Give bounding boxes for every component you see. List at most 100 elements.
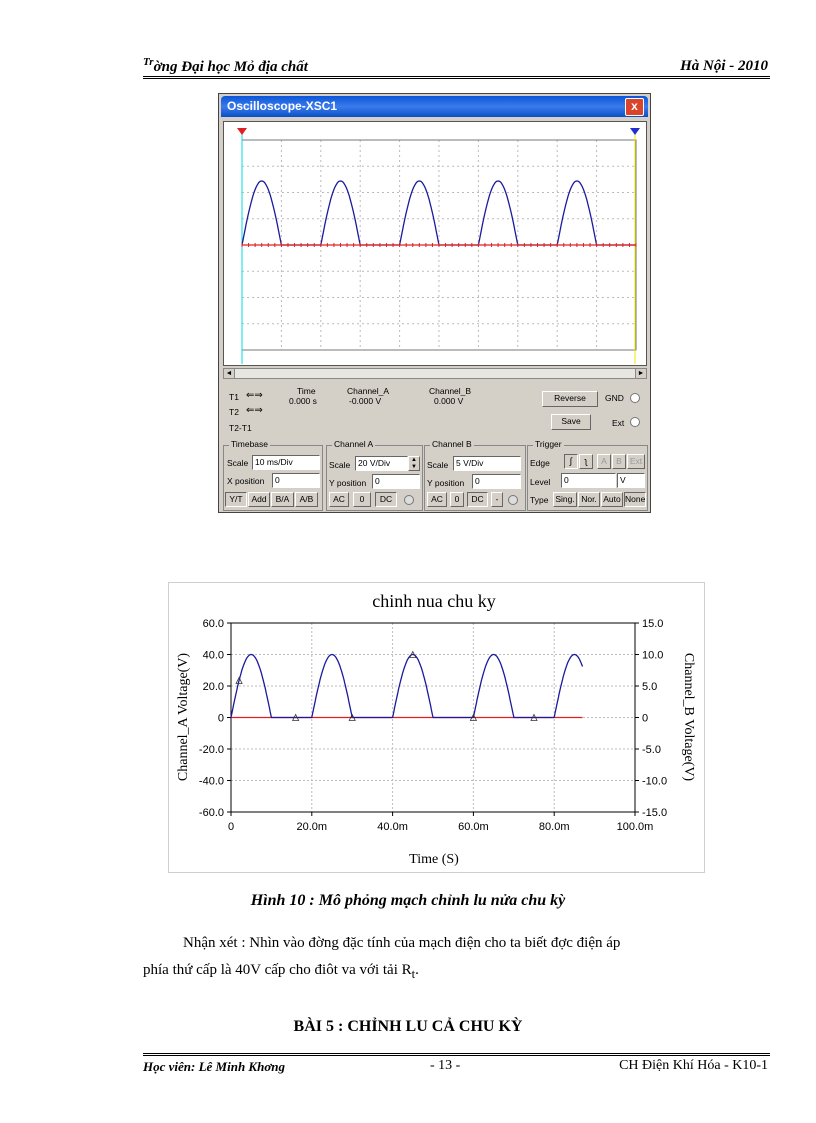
chart-y-tick-label: 0 [218,713,224,725]
yt-button[interactable]: Y/T [225,492,247,507]
readout-header-channel-b: Channel_B [429,386,472,396]
readout-panel: Time Channel_A Channel_B 0.000 s -0.000 … [269,384,537,436]
channel-a-radio[interactable] [404,495,414,505]
reverse-button[interactable]: Reverse [542,391,598,407]
ba-button[interactable]: B/A [271,492,294,507]
x-position-field[interactable]: 0 [272,473,320,488]
oscilloscope-scrollbar[interactable]: ◄ ► [223,368,647,379]
readout-time-value: 0.000 s [289,396,317,406]
auto-button[interactable]: Auto [601,492,623,507]
timebase-scale-field[interactable]: 10 ms/Div [252,455,320,470]
channel-a-ac-button[interactable]: AC [329,492,349,507]
channel-a-scale-label: Scale [329,460,351,470]
section-heading: BÀI 5 : CHỈNH LU CẢ CHU KỲ [293,1018,523,1035]
channel-a-title: Channel A [332,439,376,449]
trigger-title: Trigger [533,439,564,449]
channel-a-spinner-icon[interactable]: ▲ ▼ [408,456,420,471]
channel-b-group [424,445,526,511]
osc-channel-a-trace [241,180,636,246]
rising-edge-icon[interactable]: ∫ [564,454,578,469]
channel-a-ypos-field[interactable]: 0 [372,474,420,489]
cursor-t1-marker-icon [237,128,247,135]
chart-y2-tick-label: 15.0 [642,618,663,630]
t2-label: T2 [229,407,239,417]
chart-x-tick-label: 80.0m [539,821,570,833]
oscilloscope-screen [223,121,647,366]
channel-a-ypos-label: Y position [329,478,367,488]
chart-y2-tick-label: -10.0 [642,776,667,788]
t1-arrows-icon[interactable]: ⇐⇒ [246,390,263,401]
save-button[interactable]: Save [551,414,591,430]
none-button[interactable]: None [624,492,646,507]
x-position-label: X position [227,476,265,486]
chart-x-tick-label: 60.0m [458,821,489,833]
channel-b-zero-button[interactable]: 0 [450,492,464,507]
chart-x-tick-label: 40.0m [377,821,408,833]
paragraph-subscript: t [411,967,416,981]
footer-page-number: - 13 - [430,1058,461,1073]
channel-b-ypos-field[interactable]: 0 [472,474,521,489]
add-button[interactable]: Add [248,492,270,507]
channel-b-minus-button[interactable]: - [491,492,503,507]
timebase-title: Timebase [229,439,271,449]
channel-b-radio[interactable] [508,495,518,505]
ab-button[interactable]: A/B [295,492,318,507]
channel-b-title: Channel B [430,439,474,449]
chart-y2-tick-label: -5.0 [642,744,661,756]
trigger-b-button[interactable]: B [612,454,626,469]
chart-x-tick-label: 20.0m [297,821,328,833]
chart-x-tick-label: 100.0m [617,821,654,833]
footer-rule [143,1053,770,1056]
footer-course: CH Điện Khí Hóa - K10-1 [619,1058,768,1073]
oscilloscope-title: Oscilloscope-XSC1 [227,99,338,113]
chart-y2-tick-label: -15.0 [642,807,667,819]
trigger-a-button[interactable]: A [597,454,611,469]
paragraph: Nhận xét : Nhìn vào đờng đặc tính của mạ… [143,930,768,988]
chart-marker-triangle [409,650,417,658]
paragraph-end: . [415,962,419,978]
chart-y2-tick-label: 10.0 [642,650,663,662]
falling-edge-icon[interactable]: ʅ [579,454,593,469]
readout-header-channel-a: Channel_A [347,386,390,396]
close-button[interactable]: x [625,98,644,116]
trigger-ext-button[interactable]: Ext [627,454,645,469]
chart-x-label: Time (S) [409,852,459,867]
gnd-label: GND [605,393,624,403]
level-field[interactable]: 0 [561,473,616,488]
level-unit: V [617,473,645,488]
channel-b-ypos-label: Y position [427,478,465,488]
header-location-year: Hà Nội - 2010 [680,58,768,74]
t2-arrows-icon[interactable]: ⇐⇒ [246,405,263,416]
header-rule [143,76,770,79]
chart-y-tick-label: -60.0 [199,807,224,819]
chart-y-label: Channel_A Voltage(V) [176,653,191,782]
channel-a-dc-button[interactable]: DC [375,492,397,507]
gnd-radio[interactable] [630,393,640,403]
channel-a-zero-button[interactable]: 0 [353,492,371,507]
scroll-left-icon[interactable]: ◄ [224,369,235,378]
oscilloscope-title-bar[interactable]: Oscilloscope-XSC1 x [221,96,648,117]
chart-channel-a-line [230,653,584,719]
chart-marker-triangle [469,713,478,721]
channel-b-scale-label: Scale [427,460,449,470]
normal-button[interactable]: Nor. [578,492,600,507]
chart-y-tick-label: 40.0 [203,650,224,662]
chart-y-tick-label: -20.0 [199,744,224,756]
t2-t1-label: T2-T1 [229,423,252,433]
channel-a-scale-field[interactable]: 20 V/Div [355,456,408,471]
timebase-group [223,445,323,511]
single-button[interactable]: Sing. [553,492,577,507]
type-label: Type [530,495,549,505]
ext-radio[interactable] [630,417,640,427]
chart-x-tick-label: 0 [228,821,234,833]
channel-b-ac-button[interactable]: AC [427,492,447,507]
figure-caption: Hình 10 : Mô phỏng mạch chỉnh lu nửa chu… [250,892,566,909]
scroll-right-icon[interactable]: ► [635,369,646,378]
channel-b-dc-button[interactable]: DC [467,492,488,507]
chart-marker-triangle [348,713,356,721]
simulation-chart: chinh nua chu ky Time (S) Channel_A Volt… [168,582,705,873]
chart-y-tick-label: 60.0 [203,618,224,630]
paragraph-line-2: phía thứ cấp là 40V cấp cho điôt va với … [143,962,412,978]
chart-marker-triangle [530,713,538,721]
channel-b-scale-field[interactable]: 5 V/Div [453,456,521,471]
